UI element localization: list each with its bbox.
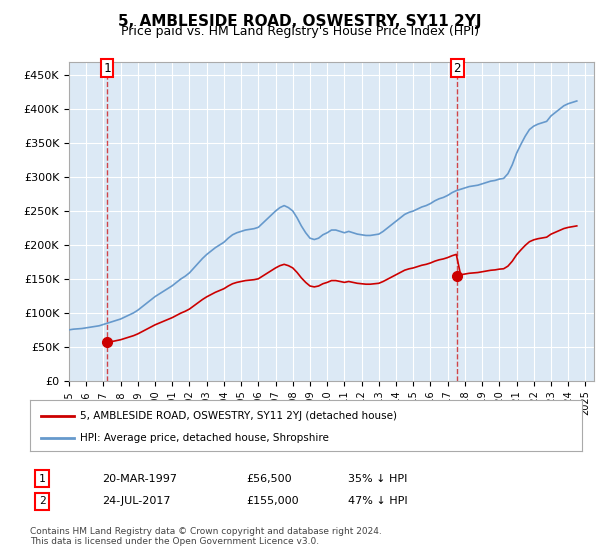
- Text: 20-MAR-1997: 20-MAR-1997: [102, 474, 177, 484]
- Text: 35% ↓ HPI: 35% ↓ HPI: [348, 474, 407, 484]
- Text: 5, AMBLESIDE ROAD, OSWESTRY, SY11 2YJ (detached house): 5, AMBLESIDE ROAD, OSWESTRY, SY11 2YJ (d…: [80, 410, 397, 421]
- Text: 1: 1: [38, 474, 46, 484]
- Text: £155,000: £155,000: [246, 496, 299, 506]
- Text: HPI: Average price, detached house, Shropshire: HPI: Average price, detached house, Shro…: [80, 433, 329, 443]
- Text: 2: 2: [454, 62, 461, 74]
- Text: Contains HM Land Registry data © Crown copyright and database right 2024.
This d: Contains HM Land Registry data © Crown c…: [30, 526, 382, 546]
- Text: 5, AMBLESIDE ROAD, OSWESTRY, SY11 2YJ: 5, AMBLESIDE ROAD, OSWESTRY, SY11 2YJ: [118, 14, 482, 29]
- Text: 2: 2: [38, 496, 46, 506]
- Text: Price paid vs. HM Land Registry's House Price Index (HPI): Price paid vs. HM Land Registry's House …: [121, 25, 479, 38]
- Text: 1: 1: [103, 62, 111, 74]
- Text: 24-JUL-2017: 24-JUL-2017: [102, 496, 170, 506]
- Text: 47% ↓ HPI: 47% ↓ HPI: [348, 496, 407, 506]
- Text: £56,500: £56,500: [246, 474, 292, 484]
